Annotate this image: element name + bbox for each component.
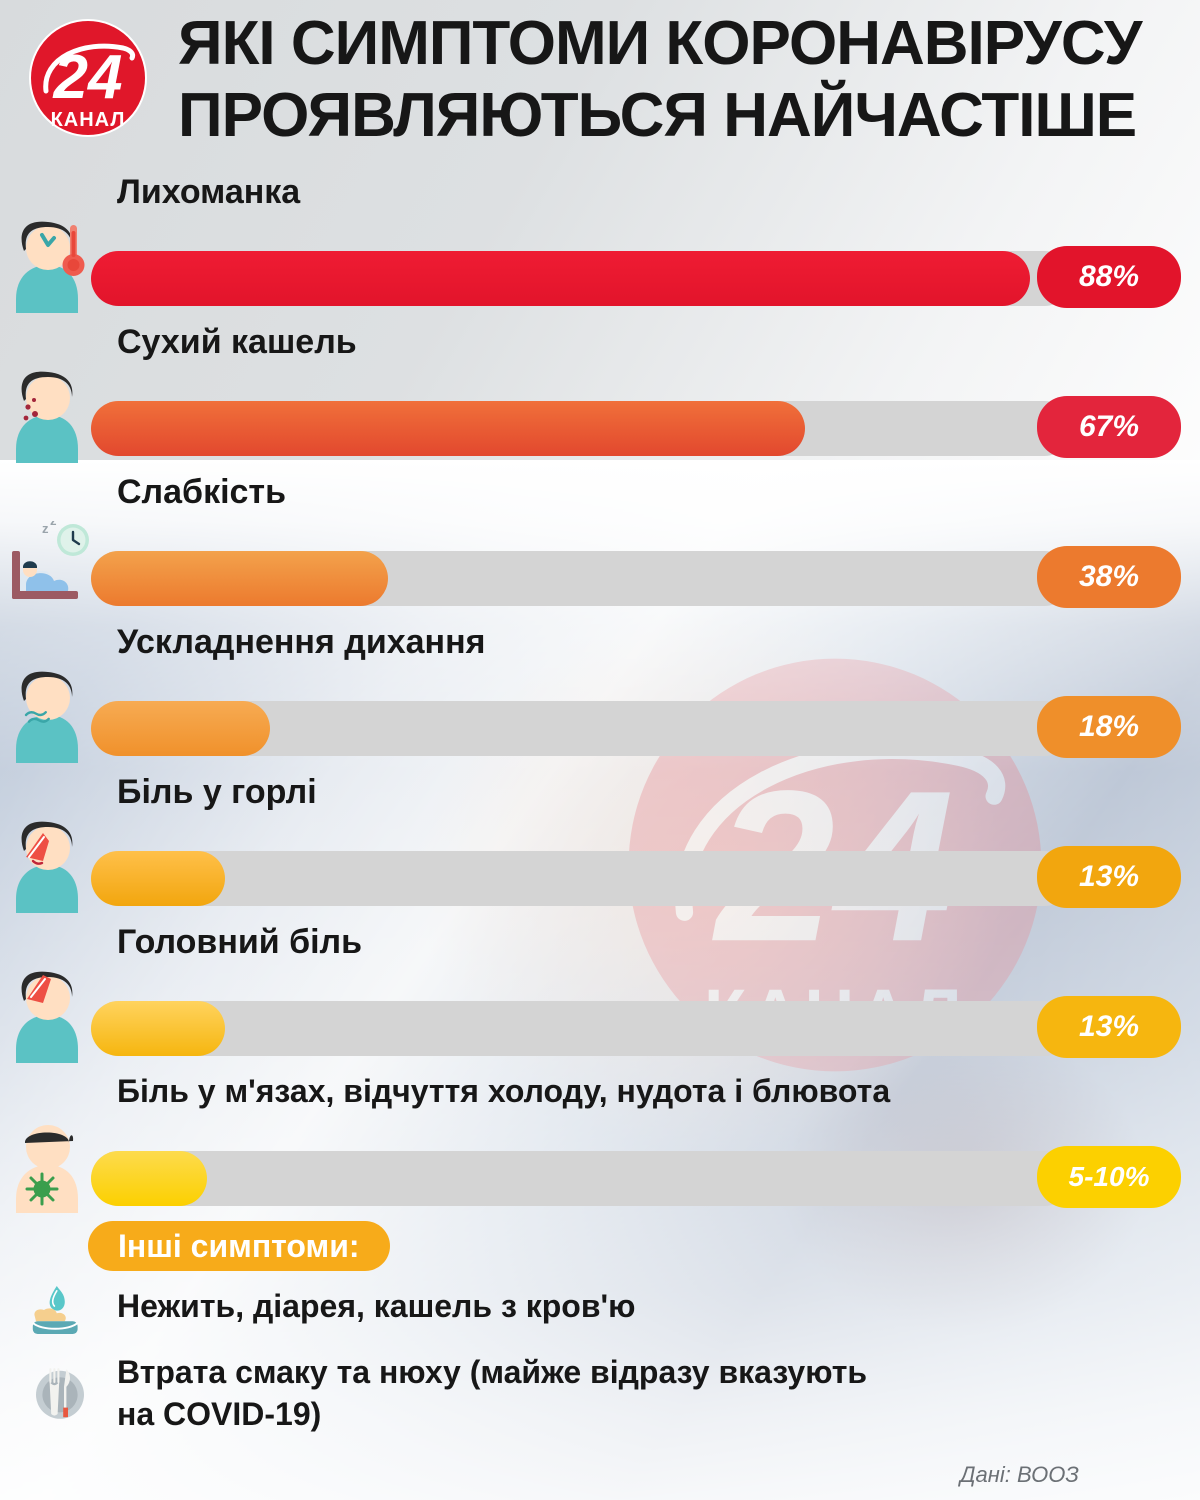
svg-text:z: z <box>42 521 49 536</box>
svg-text:24: 24 <box>53 43 123 112</box>
svg-text:z: z <box>50 521 57 528</box>
svg-text:КАНАЛ: КАНАЛ <box>51 109 126 131</box>
